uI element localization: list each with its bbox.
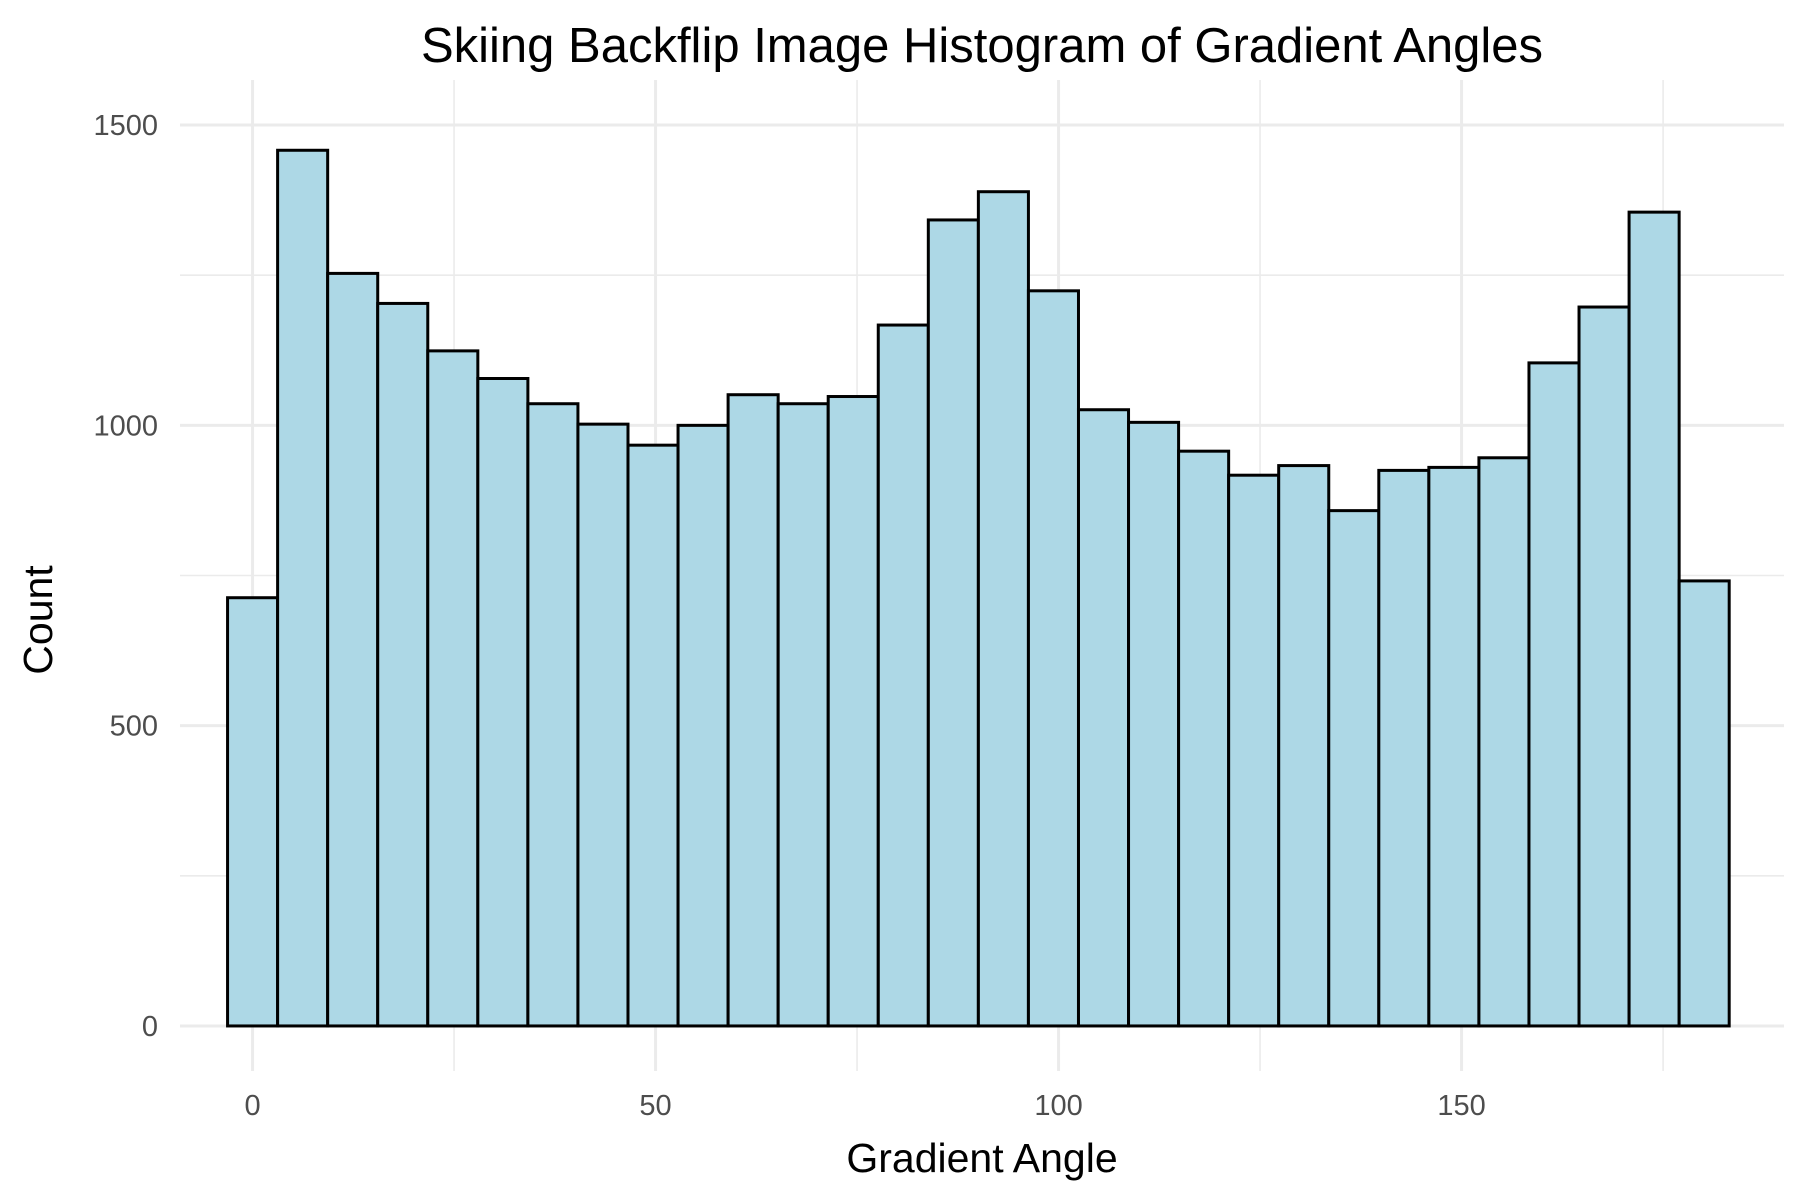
- histogram-bar: [826, 395, 880, 1028]
- x-tick-label: 50: [639, 1090, 671, 1122]
- histogram-bar: [1277, 464, 1331, 1028]
- y-tick-label: 500: [110, 711, 158, 743]
- histogram-bar: [376, 301, 430, 1028]
- y-tick-label: 1000: [93, 410, 158, 442]
- histogram-bar: [526, 402, 580, 1028]
- histogram-bar: [1076, 408, 1131, 1028]
- histogram-bar: [776, 402, 830, 1028]
- histogram-bar: [326, 271, 380, 1028]
- x-axis-title: Gradient Angle: [846, 1135, 1117, 1181]
- histogram-bar: [276, 148, 330, 1028]
- histogram-bar: [676, 423, 730, 1028]
- y-axis-title: Count: [15, 565, 61, 675]
- histogram-bar: [226, 596, 280, 1028]
- x-axis-tick-labels: 0 50 100 150: [244, 1090, 1485, 1122]
- histogram-bar: [1327, 509, 1381, 1028]
- histogram-bars: [226, 148, 1731, 1028]
- y-axis-tick-labels: 0 500 1000 1500: [93, 110, 158, 1043]
- histogram-bar: [876, 323, 930, 1028]
- histogram-bar: [1577, 305, 1631, 1028]
- histogram-bar: [476, 377, 530, 1028]
- histogram-bar: [1477, 456, 1531, 1028]
- histogram-bar: [1627, 210, 1681, 1028]
- x-tick-label: 100: [1034, 1090, 1082, 1122]
- histogram-bar: [1227, 473, 1281, 1028]
- histogram-bar: [576, 422, 630, 1028]
- histogram-bar: [1427, 465, 1481, 1028]
- chart-title: Skiing Backflip Image Histogram of Gradi…: [421, 19, 1543, 73]
- histogram-bar: [1026, 289, 1080, 1028]
- x-tick-label: 0: [244, 1090, 260, 1122]
- histogram-bar: [1377, 468, 1431, 1028]
- y-tick-label: 0: [142, 1011, 158, 1043]
- histogram-bar: [1177, 449, 1231, 1028]
- histogram-bar: [626, 443, 680, 1028]
- histogram-bar: [426, 349, 480, 1028]
- x-tick-label: 150: [1437, 1090, 1485, 1122]
- histogram-bar: [726, 393, 780, 1028]
- histogram-bar: [1527, 361, 1581, 1028]
- histogram-bar: [1677, 579, 1731, 1028]
- histogram-bar: [1127, 420, 1181, 1028]
- histogram-bar: [976, 190, 1030, 1028]
- histogram-bar: [926, 218, 980, 1028]
- y-tick-label: 1500: [93, 110, 158, 142]
